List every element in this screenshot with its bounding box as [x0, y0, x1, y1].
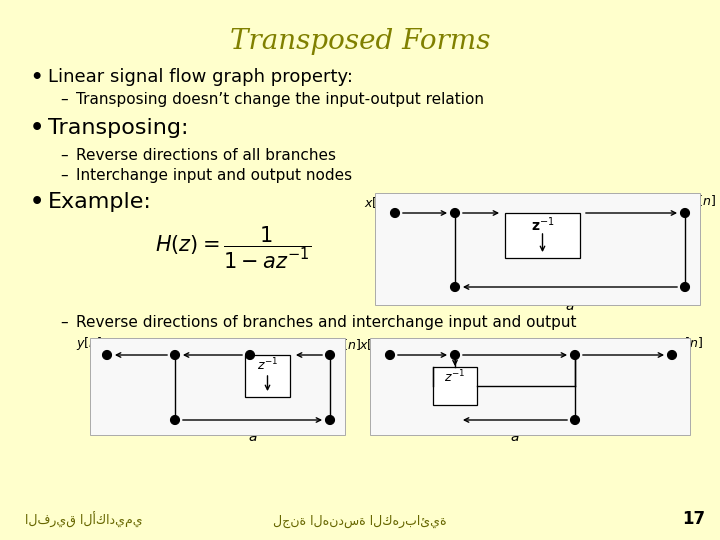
Circle shape	[385, 350, 395, 360]
Text: Interchange input and output nodes: Interchange input and output nodes	[76, 168, 352, 183]
Text: •: •	[30, 118, 44, 138]
Circle shape	[680, 208, 690, 218]
Text: $y[n]$: $y[n]$	[677, 335, 703, 352]
Circle shape	[451, 282, 459, 292]
Circle shape	[246, 350, 254, 360]
Circle shape	[390, 208, 400, 218]
Text: لجنة الهندسة الكهربائية: لجنة الهندسة الكهربائية	[273, 515, 447, 528]
Text: $a$: $a$	[248, 430, 257, 444]
Circle shape	[102, 350, 112, 360]
Text: Transposed Forms: Transposed Forms	[230, 28, 490, 55]
Bar	[245, 355, 290, 397]
Text: $y[n]$: $y[n]$	[76, 335, 102, 352]
Circle shape	[680, 282, 690, 292]
Circle shape	[325, 415, 335, 424]
Text: –: –	[60, 148, 68, 163]
Text: $\mathbf{z}^{-1}$: $\mathbf{z}^{-1}$	[531, 215, 554, 234]
Text: $x[n]$: $x[n]$	[364, 195, 390, 210]
Bar	[370, 338, 690, 435]
Text: $x[n]$: $x[n]$	[335, 337, 361, 352]
Text: –: –	[60, 168, 68, 183]
Circle shape	[171, 350, 179, 360]
Bar	[505, 213, 580, 258]
Circle shape	[570, 350, 580, 360]
Text: Reverse directions of branches and interchange input and output: Reverse directions of branches and inter…	[76, 315, 577, 330]
Text: $x[n]$: $x[n]$	[359, 337, 385, 352]
Circle shape	[570, 415, 580, 424]
Bar	[433, 367, 477, 405]
Text: $a$: $a$	[510, 430, 520, 444]
Text: $z^{-1}$: $z^{-1}$	[257, 357, 278, 373]
Circle shape	[171, 415, 179, 424]
Text: Transposing doesn’t change the input-output relation: Transposing doesn’t change the input-out…	[76, 92, 484, 107]
Text: الفريق الأكاديمي: الفريق الأكاديمي	[25, 512, 143, 528]
Text: Transposing:: Transposing:	[48, 118, 189, 138]
Circle shape	[451, 350, 459, 360]
Text: 17: 17	[682, 510, 705, 528]
Text: $a$: $a$	[565, 299, 575, 313]
Text: –: –	[60, 92, 68, 107]
Text: $z^{-1}$: $z^{-1}$	[444, 369, 466, 386]
Text: $y[n]$: $y[n]$	[690, 193, 716, 210]
Text: $H(z) = \dfrac{1}{1 - az^{-1}}$: $H(z) = \dfrac{1}{1 - az^{-1}}$	[155, 225, 311, 271]
Text: •: •	[30, 68, 42, 87]
Text: Example:: Example:	[48, 192, 152, 212]
Text: Linear signal flow graph property:: Linear signal flow graph property:	[48, 68, 353, 86]
Circle shape	[325, 350, 335, 360]
Circle shape	[667, 350, 677, 360]
Bar	[90, 338, 345, 435]
Circle shape	[451, 208, 459, 218]
Text: Reverse directions of all branches: Reverse directions of all branches	[76, 148, 336, 163]
Bar	[375, 193, 700, 305]
Text: –: –	[60, 315, 68, 330]
Text: •: •	[30, 192, 44, 212]
